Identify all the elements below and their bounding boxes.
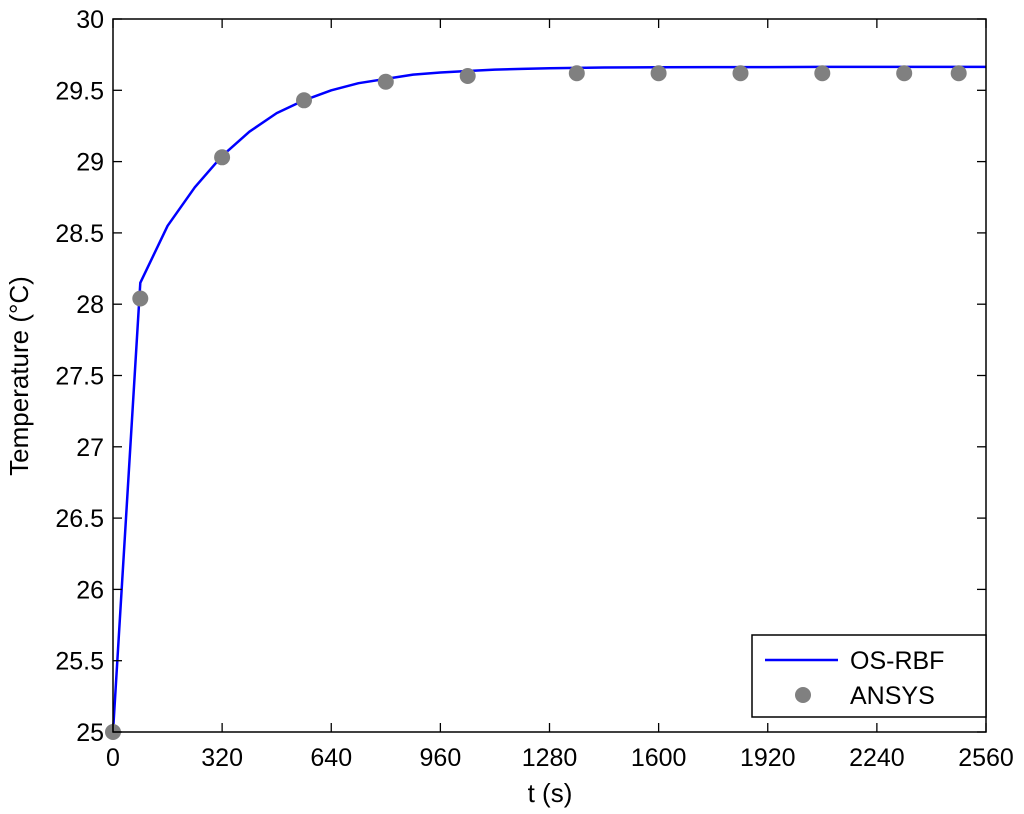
x-tick-label: 640 [310,744,352,772]
x-tick-label: 2560 [958,744,1014,772]
axes: 0 320 640 960 1280 1600 1920 2240 2560 25 25.5 26 26… [55,6,1013,772]
x-axis-label: t (s) [528,778,573,808]
x-tick-label: 1600 [631,744,687,772]
data-point-ansys [214,149,231,166]
y-tick-label: 27 [76,434,104,462]
legend: OS-RBF ANSYS [751,634,987,718]
data-point-ansys [459,68,476,84]
y-tick-label: 27.5 [55,363,104,391]
data-point-ansys [950,65,967,82]
y-tick-label: 25.5 [55,648,104,676]
data-point-ansys [377,73,394,90]
plot-background [113,19,986,732]
y-tick-label: 28.5 [55,220,104,248]
y-tick-label: 26 [76,576,104,604]
legend-box [751,634,987,718]
y-tick-label: 26.5 [55,505,104,533]
y-tick-label: 25 [76,719,104,747]
x-tick-label: 320 [201,744,243,772]
x-tick-label: 1280 [522,744,578,772]
y-tick-label: 28 [76,291,104,319]
x-tick-label: 1920 [740,744,796,772]
legend-label-os-rbf: OS-RBF [850,647,944,675]
data-point-ansys [568,65,585,82]
data-point-ansys [650,65,667,82]
y-axis-label: Temperature (°C) [4,276,34,476]
legend-label-ansys: ANSYS [850,682,935,710]
y-tick-label: 29.5 [55,77,104,105]
data-point-ansys [814,65,831,82]
x-tick-label: 2240 [849,744,905,772]
data-point-ansys [732,65,749,82]
data-point-ansys [296,92,312,109]
plot-area [105,19,986,740]
y-tick-label: 30 [76,6,104,34]
data-point-ansys [132,290,149,307]
x-tick-label: 0 [106,744,120,772]
y-tick-label: 29 [76,149,104,177]
x-tick-label: 960 [420,744,462,772]
data-point-ansys [896,65,913,82]
legend-marker-swatch [795,687,811,703]
